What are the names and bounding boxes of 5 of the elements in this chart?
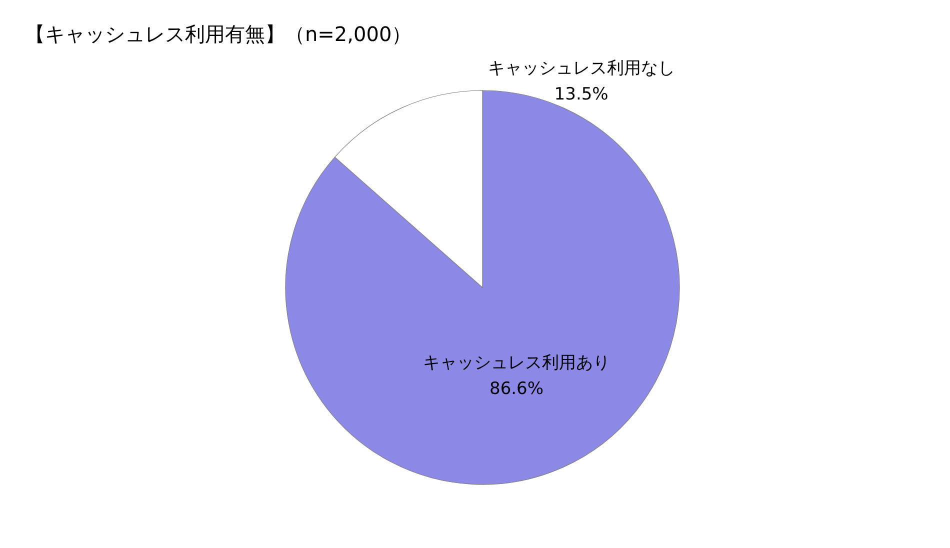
data-label: 13.5%	[554, 84, 608, 104]
data-label: 86.6%	[490, 378, 544, 399]
chart-title: 【キャッシュレス利用有無】（n=2,000）	[25, 22, 412, 46]
slice-label: キャッシュレス利用なし	[488, 58, 675, 78]
slice-label: キャッシュレス利用あり	[423, 352, 610, 373]
